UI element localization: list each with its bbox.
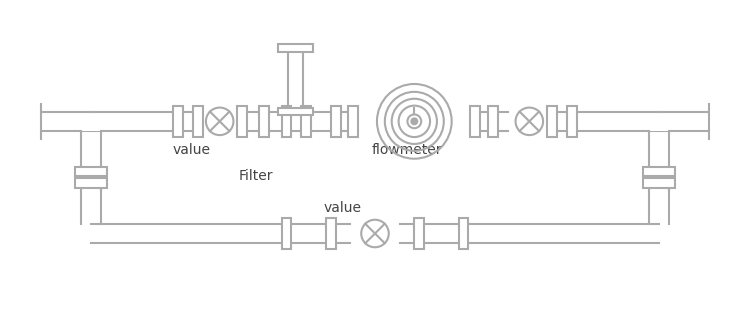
Bar [238,106,248,137]
Bar [649,121,669,131]
Bar [302,106,311,137]
Bar [488,106,498,137]
Bar [194,106,203,137]
Text: flowmeter: flowmeter [371,143,442,157]
Bar [643,178,674,187]
Bar [76,167,107,176]
Bar [326,218,336,249]
Bar [458,218,469,249]
Text: value: value [172,143,210,157]
Bar [470,106,480,137]
Text: Filter: Filter [238,169,273,183]
Bar [173,106,183,137]
Bar [278,44,313,52]
Bar [331,106,340,137]
Bar [259,106,268,137]
Bar [643,167,674,176]
Circle shape [362,220,388,247]
Bar [649,224,669,233]
Bar [414,218,424,249]
Text: value: value [323,201,362,215]
Bar [81,121,101,131]
Circle shape [411,118,417,124]
Bar [76,178,107,187]
Circle shape [515,108,543,135]
Bar [81,224,101,233]
Circle shape [206,108,233,135]
Bar [278,108,313,115]
Bar [281,218,292,249]
Bar [281,106,292,137]
Bar [81,131,101,166]
Bar [349,106,358,137]
Bar [547,106,556,137]
Bar [567,106,577,137]
